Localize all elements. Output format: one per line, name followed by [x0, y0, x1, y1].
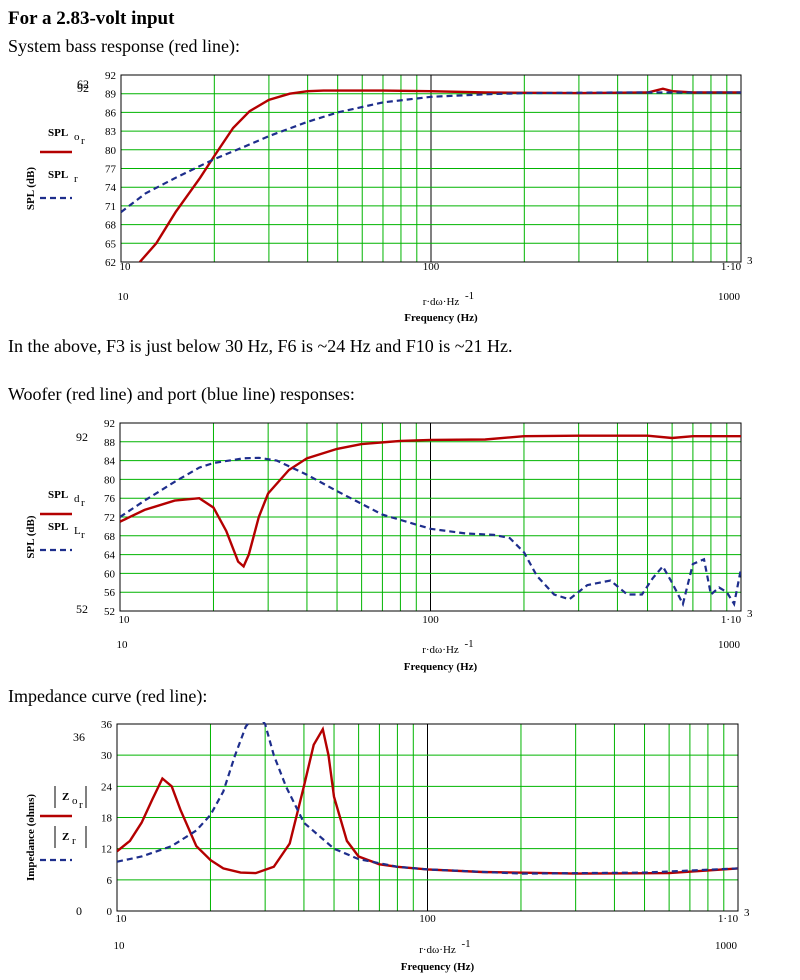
y-tick-label: 80: [105, 145, 117, 157]
y-tick-label: 83: [105, 126, 117, 138]
y-axis-title: Impedance (ohms): [25, 794, 37, 881]
x-tick-exponent: 3: [747, 255, 753, 267]
legend-sub-1: o: [72, 795, 78, 807]
y-tick-label: 84: [104, 456, 116, 468]
x-axis-title: Frequency (Hz): [401, 961, 475, 973]
series-line-2: [117, 722, 738, 875]
legend-label-2: Z: [62, 831, 69, 843]
woofer-port-chart: 52 56 60 64 68 72 76 80 84 88 92 92 52 10 100 1·10 3 10 10…: [25, 418, 753, 673]
x-axis-expression: r·dω·Hz: [419, 944, 456, 956]
y-axis-title: SPL (dB): [25, 515, 37, 558]
y-tick-label: 18: [101, 813, 113, 825]
x-axis-exponent: -1: [462, 938, 471, 950]
y-axis-title: SPL (dB): [25, 167, 37, 210]
series-line-2: [120, 456, 741, 608]
x-axis-expression: r·dω·Hz: [423, 296, 460, 308]
y-max-label: 36: [73, 730, 85, 744]
legend-sub-2: r: [74, 173, 78, 185]
legend-label-2: SPL: [48, 169, 68, 181]
x-min-label: 10: [118, 291, 130, 303]
x-axis-title: Frequency (Hz): [404, 661, 478, 673]
legend-label-1: Z: [62, 791, 69, 803]
y-tick-label: 24: [101, 781, 113, 793]
caption-woofer-port: Woofer (red line) and port (blue line) r…: [8, 384, 355, 404]
legend-sub-1: o: [74, 131, 80, 143]
y-tick-label: 60: [104, 568, 116, 580]
y-tick-label: 86: [105, 107, 117, 119]
y-tick-label: 88: [104, 437, 116, 449]
x-tick-exponent: 3: [744, 907, 750, 919]
y-tick-label: 92: [104, 418, 115, 430]
caption-impedance: Impedance curve (red line):: [8, 686, 208, 706]
x-max-label: 1000: [715, 940, 738, 952]
y-tick-label: 65: [105, 238, 117, 250]
series-line-2: [121, 91, 741, 213]
legend-sub-1: d: [74, 493, 80, 505]
y-min-label: 0: [76, 904, 82, 918]
x-min-label: 10: [114, 940, 126, 952]
x-tick-label: 100: [423, 261, 440, 273]
x-tick-label: 10: [116, 913, 128, 925]
y-max-label: 92: [77, 81, 89, 95]
x-min-label: 10: [117, 639, 129, 651]
y-tick-label: 64: [104, 550, 116, 562]
caption-bass-response: System bass response (red line):: [8, 36, 240, 56]
note-f3-f6-f10: In the above, F3 is just below 30 Hz, F6…: [8, 336, 513, 356]
x-tick-label: 10: [120, 261, 132, 273]
y-tick-label: 77: [105, 164, 117, 176]
y-max-label: 92: [76, 430, 88, 444]
x-tick-label: 1·10: [721, 614, 742, 626]
legend-label-1: SPL: [48, 489, 68, 501]
x-tick-label: 1·10: [721, 261, 742, 273]
y-tick-label: 6: [107, 875, 113, 887]
legend-subsub-1: r: [79, 799, 83, 811]
y-tick-label: 68: [105, 220, 117, 232]
x-axis-title: Frequency (Hz): [404, 312, 478, 324]
x-axis-expression: r·dω·Hz: [422, 644, 459, 656]
x-tick-label: 10: [119, 614, 131, 626]
y-tick-label: 71: [105, 201, 116, 213]
y-tick-label: 68: [104, 531, 116, 543]
legend-subsub-1: r: [81, 497, 85, 509]
legend-subsub-1: r: [81, 135, 85, 147]
legend-sub-2: r: [72, 835, 76, 847]
legend-label-1: SPL: [48, 127, 68, 139]
y-tick-label: 92: [105, 70, 116, 82]
y-tick-label: 74: [105, 182, 117, 194]
y-tick-label: 52: [104, 606, 115, 618]
x-max-label: 1000: [718, 291, 741, 303]
legend-label-2: SPL: [48, 521, 68, 533]
series-line-1: [138, 87, 741, 262]
y-tick-label: 62: [105, 257, 116, 269]
y-min-label: 52: [76, 602, 88, 616]
y-tick-label: 72: [104, 512, 115, 524]
x-tick-label: 1·10: [718, 913, 739, 925]
legend-subsub-2: r: [81, 529, 85, 541]
x-tick-exponent: 3: [747, 608, 753, 620]
y-tick-label: 56: [104, 587, 116, 599]
x-max-label: 1000: [718, 639, 741, 651]
y-tick-label: 76: [104, 493, 116, 505]
page-heading: For a 2.83-volt input: [8, 8, 175, 29]
series-line-1: [120, 434, 741, 569]
y-tick-label: 0: [107, 906, 113, 918]
x-tick-label: 100: [422, 614, 439, 626]
x-tick-label: 100: [419, 913, 436, 925]
y-tick-label: 80: [104, 474, 116, 486]
y-tick-label: 12: [101, 844, 112, 856]
x-axis-exponent: -1: [465, 638, 474, 650]
y-tick-label: 30: [101, 750, 113, 762]
plot-frame: [116, 723, 739, 912]
y-tick-label: 89: [105, 89, 117, 101]
y-min-label: 62: [77, 77, 89, 91]
legend-sub-2: L: [74, 525, 81, 537]
y-tick-label: 36: [101, 719, 113, 731]
plot-frame: [120, 74, 742, 263]
x-axis-exponent: -1: [465, 290, 474, 302]
